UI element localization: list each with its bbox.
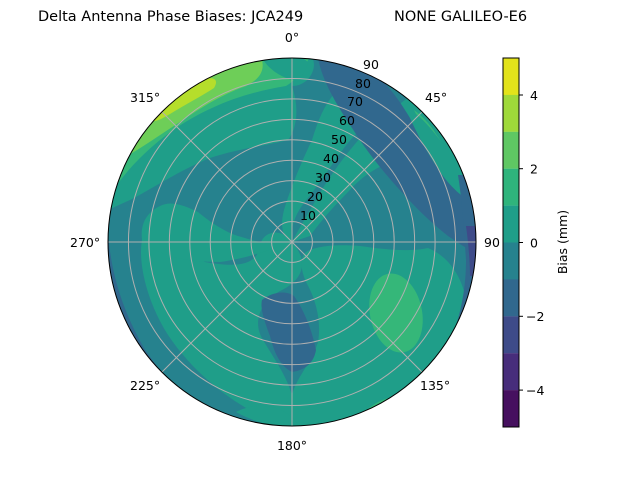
angle-label-45: 45° (425, 90, 447, 105)
radial-label-40: 40 (323, 151, 339, 166)
chart-title-left: Delta Antenna Phase Biases: JCA249 (38, 9, 304, 25)
colorbar-tick-0: 0 (530, 235, 538, 250)
angular-gridlines (108, 58, 476, 426)
colorbar-tick-neg2: −2 (526, 309, 544, 324)
radial-label-50: 50 (331, 132, 347, 147)
colorbar: 4 2 0 −2 −4 Bias (mm) (502, 57, 570, 428)
angle-label-180: 180° (277, 438, 307, 453)
radial-label-80: 80 (355, 76, 371, 91)
colorbar-label: Bias (mm) (555, 210, 570, 274)
angle-label-135: 135° (420, 378, 450, 393)
radial-label-60: 60 (339, 113, 355, 128)
radial-label-90: 90 (363, 57, 379, 72)
angle-label-90: 90 (484, 235, 500, 250)
radial-label-10: 10 (300, 208, 316, 223)
chart-title-right: NONE GALILEO-E6 (394, 9, 528, 25)
radial-label-30: 30 (315, 170, 331, 185)
angle-label-270: 270° (70, 235, 100, 250)
colorbar-tick-neg4: −4 (526, 383, 544, 398)
angle-label-315: 315° (130, 90, 160, 105)
polar-frame (107, 57, 477, 427)
colorbar-tick-4: 4 (530, 88, 538, 103)
radial-label-20: 20 (307, 189, 323, 204)
angle-label-0: 0° (285, 30, 299, 45)
colorbar-tick-2: 2 (530, 162, 538, 177)
radial-label-70: 70 (347, 94, 363, 109)
angle-label-225: 225° (130, 378, 160, 393)
